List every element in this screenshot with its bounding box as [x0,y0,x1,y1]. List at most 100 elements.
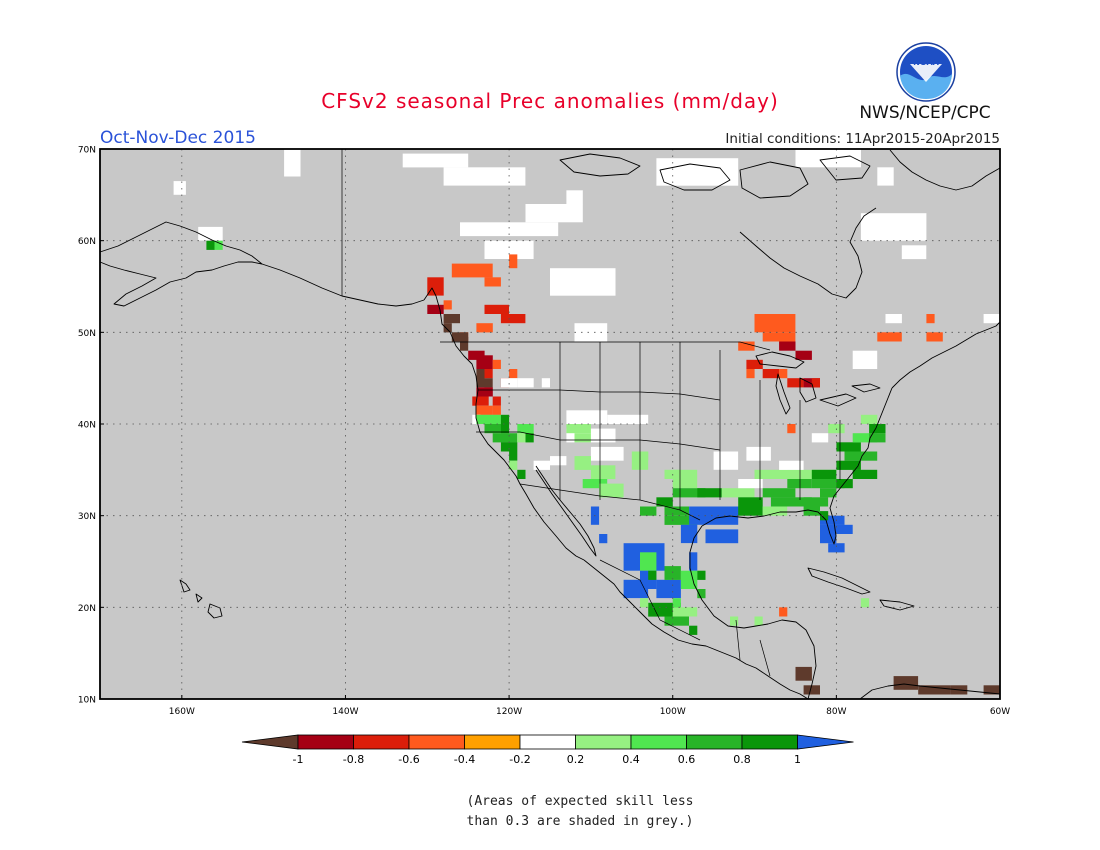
anomaly-cell [574,433,591,443]
anomaly-cell [492,359,501,369]
graticule [100,148,1001,700]
anomaly-cell [509,254,518,269]
anomaly-cell [762,506,788,516]
latitude-labels: 70N 60N 50N 40N 30N 20N 10N [78,146,96,706]
anomaly-cell [779,341,796,351]
anomaly-cell [836,442,861,452]
latitude-label: 60N [78,237,96,247]
anomaly-cell [811,378,820,388]
anomaly-cell [779,607,788,617]
colorbar-label: -0.8 [343,753,364,766]
anomaly-cell [198,226,223,241]
anomaly-cell [476,405,493,415]
anomaly-cell [599,534,608,544]
anomaly-cell [787,424,796,434]
anomaly-cell [509,460,518,470]
anomaly-cell [509,451,518,461]
anomaly-cell [672,607,698,617]
colorbar-segment [464,734,521,750]
anomaly-cell [926,314,935,324]
anomaly-cell [787,378,804,388]
longitude-labels: 160W 140W 120W 100W 80W 60W [169,707,1010,717]
anomaly-cell [869,424,886,434]
anomaly-cell [214,240,223,250]
anomaly-cell [443,167,526,186]
anomaly-cell [460,336,469,351]
anomaly-cell [443,323,452,333]
anomaly-cell [484,240,534,259]
anomaly-cell [852,350,878,369]
anomaly-cell [443,300,452,310]
anomaly-cell [500,378,518,388]
anomaly-cell [517,469,526,479]
skill-note: (Areas of expected skill less than 0.3 a… [400,792,760,832]
colorbar-label: 0.8 [733,753,751,766]
anomaly-cell [730,616,739,626]
anomaly-cell [860,213,927,241]
anomaly-cell [672,598,681,608]
anomaly-cell [525,433,534,443]
skill-note-line-1: (Areas of expected skill less [466,794,694,809]
initial-conditions-label: Initial conditions: 11Apr2015-20Apr2015 [725,131,1000,147]
anomaly-cell [705,529,739,544]
latitude-label: 40N [78,421,96,431]
anomaly-cell [566,190,583,205]
anomaly-cell [983,685,1000,695]
anomaly-cell [484,424,509,434]
anomaly-cell [574,456,591,470]
anomaly-cell [648,570,657,580]
anomaly-cell [672,488,706,498]
anomaly-cell [664,506,689,516]
longitude-label: 160W [169,707,195,717]
anomaly-cell [173,181,186,195]
anomaly-cell [574,323,608,342]
colorbar-label: -0.4 [454,753,475,766]
longitude-label: 120W [496,707,522,717]
anomaly-cell [762,488,796,498]
anomaly-cell [820,515,845,525]
anomaly-cell [656,579,681,599]
anomaly-cell [787,479,812,489]
anomaly-cell [730,506,763,516]
anomaly-cell [721,488,755,498]
anomaly-cell [484,369,493,379]
anomaly-cell [795,149,861,168]
anomaly-cell [484,378,493,388]
anomaly-cell [656,158,739,186]
anomaly-cell [697,570,706,580]
anomaly-cell [460,222,559,237]
anomaly-cell [918,685,951,695]
anomaly-cell [402,153,469,168]
anomaly-cell [803,497,829,507]
anomaly-cell [582,479,608,489]
anomaly-cell [901,245,927,260]
anomaly-cell [713,451,739,470]
anomaly-cell [664,616,689,626]
anomaly-cell [640,451,649,461]
anomaly-cell [472,396,489,406]
anomaly-cell [811,479,845,489]
skill-note-line-2: than 0.3 are shaded in grey.) [466,814,694,829]
anomaly-cell [590,465,616,480]
anomaly-cell [738,497,763,507]
colorbar-label: -0.6 [398,753,419,766]
colorbar: -1 -0.8 -0.6 -0.4 -0.2 0.2 0.4 0.6 0.8 1 [241,734,854,766]
anomaly-cell [697,488,722,498]
colorbar-segment [686,734,743,750]
latitude-label: 20N [78,604,96,614]
anomaly-cell [590,446,624,461]
colorbar-label: 0.6 [678,753,696,766]
anomaly-cell [877,332,902,342]
latitude-label: 50N [78,329,96,339]
anomaly-cell [860,598,870,608]
colorbar-label: 1 [794,753,801,766]
map-frame [99,148,1001,700]
anomaly-cell [664,515,698,525]
anomaly-cell [779,460,804,470]
anomaly-cell [852,433,878,443]
anomaly-cell [820,529,837,544]
anomaly-cell [828,543,845,553]
anomaly-cells [173,149,1000,695]
anomaly-cell [566,424,591,434]
longitude-label: 60W [990,707,1010,717]
